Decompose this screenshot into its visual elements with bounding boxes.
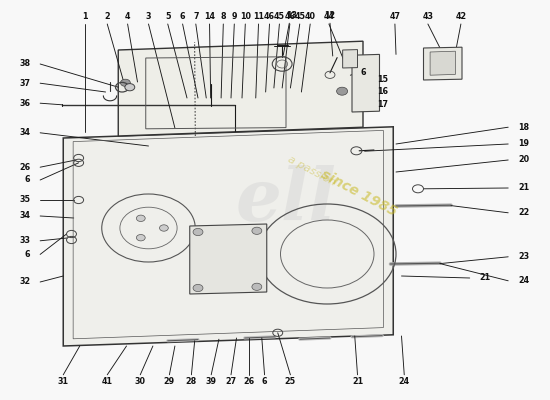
Text: 3: 3 [146, 12, 151, 21]
Text: 16: 16 [377, 88, 388, 96]
Text: 31: 31 [58, 378, 69, 386]
Text: 8: 8 [221, 12, 226, 21]
Text: 33: 33 [19, 236, 30, 245]
Text: 45: 45 [294, 12, 305, 21]
Circle shape [136, 215, 145, 222]
Text: 39: 39 [206, 378, 217, 386]
Text: 21: 21 [352, 378, 363, 386]
Circle shape [160, 225, 168, 231]
Text: 44: 44 [323, 12, 334, 21]
Text: 14: 14 [204, 12, 215, 21]
Text: 27: 27 [226, 378, 236, 386]
Text: 13: 13 [286, 12, 297, 20]
Circle shape [193, 284, 203, 292]
Text: a passion: a passion [286, 154, 337, 188]
Text: 45: 45 [274, 12, 285, 21]
Polygon shape [118, 41, 363, 136]
Polygon shape [424, 47, 462, 80]
Text: 40: 40 [305, 12, 316, 21]
Text: 5: 5 [165, 12, 170, 21]
Text: 41: 41 [102, 378, 113, 386]
Text: 34: 34 [19, 212, 30, 220]
Text: 6: 6 [25, 250, 30, 259]
Text: 46: 46 [264, 12, 275, 21]
Text: 21: 21 [518, 184, 529, 192]
Text: 2: 2 [104, 12, 110, 21]
Text: 17: 17 [377, 100, 388, 109]
Text: 15: 15 [377, 76, 388, 84]
Text: 6: 6 [25, 176, 30, 184]
Text: 4: 4 [125, 12, 130, 21]
Circle shape [252, 283, 262, 290]
Text: 10: 10 [240, 12, 251, 21]
Text: 42: 42 [455, 12, 466, 21]
Polygon shape [352, 54, 379, 112]
Text: 11: 11 [253, 12, 264, 21]
Text: 34: 34 [19, 128, 30, 137]
Text: 25: 25 [285, 378, 296, 386]
Polygon shape [430, 51, 455, 75]
Text: 7: 7 [193, 12, 199, 21]
Text: 30: 30 [135, 378, 146, 386]
Text: 47: 47 [389, 12, 400, 21]
Text: 46: 46 [284, 12, 295, 21]
Text: 26: 26 [19, 163, 30, 172]
Text: 29: 29 [164, 378, 175, 386]
Circle shape [193, 228, 203, 236]
Polygon shape [63, 127, 393, 346]
Text: 9: 9 [232, 12, 237, 21]
Text: 36: 36 [19, 99, 30, 108]
Text: 32: 32 [19, 278, 30, 286]
Text: 28: 28 [186, 378, 197, 386]
Text: 35: 35 [19, 196, 30, 204]
Text: 21: 21 [480, 274, 491, 282]
Polygon shape [343, 50, 358, 68]
Text: 24: 24 [518, 276, 529, 285]
Text: 38: 38 [19, 60, 30, 68]
Text: 37: 37 [19, 79, 30, 88]
Text: 6: 6 [180, 12, 185, 21]
Circle shape [337, 87, 348, 95]
Text: 19: 19 [518, 140, 529, 148]
Text: since 1985: since 1985 [319, 167, 400, 219]
Text: 20: 20 [518, 156, 529, 164]
Text: 1: 1 [82, 12, 88, 21]
Polygon shape [190, 224, 267, 294]
Circle shape [125, 84, 135, 91]
Text: 24: 24 [399, 378, 410, 386]
Text: 22: 22 [518, 208, 529, 217]
Text: 6: 6 [360, 68, 366, 77]
Text: ell: ell [235, 164, 337, 236]
Text: 6: 6 [262, 378, 267, 386]
Circle shape [136, 234, 145, 241]
Text: 12: 12 [324, 12, 336, 20]
Text: 18: 18 [518, 123, 529, 132]
Circle shape [252, 227, 262, 234]
Text: 26: 26 [243, 378, 254, 386]
Text: 23: 23 [518, 252, 529, 261]
Text: 43: 43 [422, 12, 433, 21]
Circle shape [120, 79, 130, 86]
